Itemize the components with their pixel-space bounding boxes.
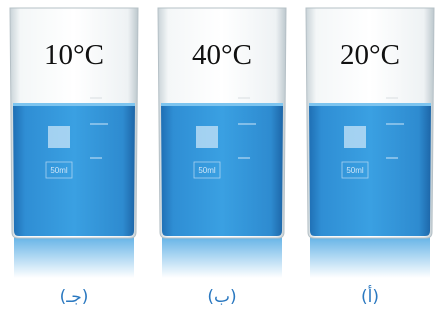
beakers-scene: 50ml 10°C (جـ) 50ml 40°C (ب) 50ml 20°C (أ) bbox=[0, 0, 440, 312]
beaker-caption: (ب) bbox=[207, 287, 236, 307]
beaker-liquid bbox=[13, 104, 135, 236]
beaker-label-patch bbox=[196, 126, 218, 148]
beaker-caption: (جـ) bbox=[60, 287, 89, 307]
beaker-temperature: 20°C bbox=[340, 39, 400, 71]
beaker-reflection bbox=[14, 236, 134, 278]
beaker-volume: 50ml bbox=[198, 166, 216, 175]
beaker-reflection bbox=[310, 236, 430, 278]
beaker-liquid-surface bbox=[161, 103, 283, 106]
beaker-liquid-surface bbox=[309, 103, 431, 106]
beaker-liquid-surface bbox=[13, 103, 135, 106]
beaker-label-patch bbox=[48, 126, 70, 148]
beaker-liquid bbox=[161, 104, 283, 236]
beaker-volume: 50ml bbox=[50, 166, 68, 175]
beaker-temperature: 40°C bbox=[192, 39, 252, 71]
beaker-liquid bbox=[309, 104, 431, 236]
beaker-caption: (أ) bbox=[361, 285, 379, 307]
beaker-label-patch bbox=[344, 126, 366, 148]
beaker-temperature: 10°C bbox=[44, 39, 104, 71]
beaker-reflection bbox=[162, 236, 282, 278]
beaker-volume: 50ml bbox=[346, 166, 364, 175]
